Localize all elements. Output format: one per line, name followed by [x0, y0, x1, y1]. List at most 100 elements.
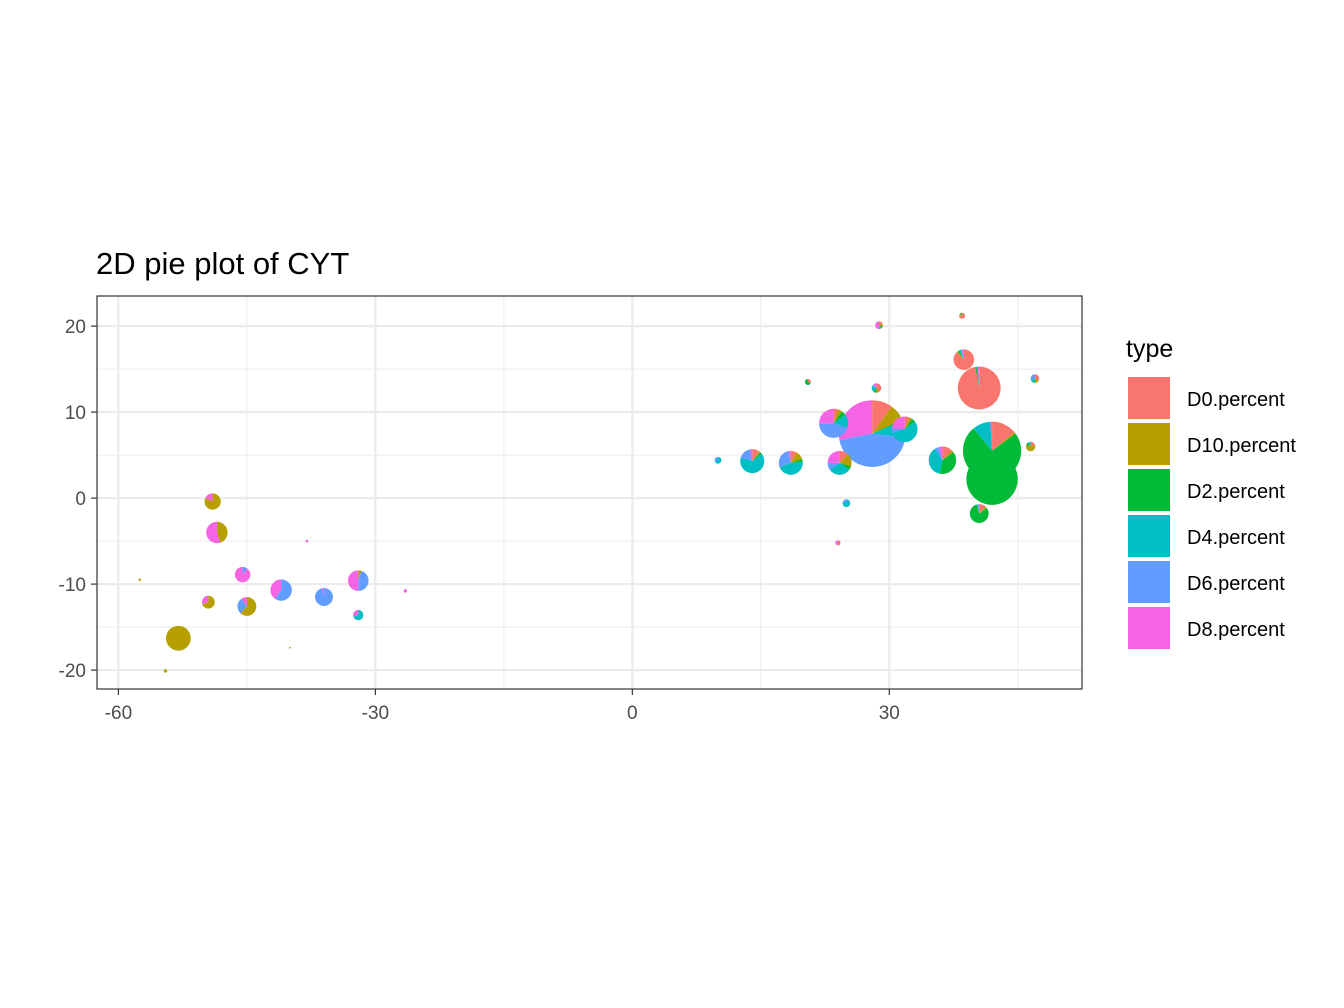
- pie-6: [928, 446, 957, 474]
- pie-slice: [839, 450, 848, 463]
- pie-slice: [807, 378, 811, 383]
- pie-slice: [322, 587, 324, 597]
- legend-swatch: [1128, 423, 1170, 465]
- pie-5: [891, 416, 918, 443]
- pie-slice: [305, 539, 309, 543]
- pie-slice: [872, 406, 903, 434]
- pie-slice: [966, 453, 1018, 505]
- pie-slice: [358, 570, 369, 591]
- legend-title: type: [1126, 335, 1173, 363]
- pie-slice: [714, 456, 722, 464]
- pie-slice: [873, 388, 877, 393]
- pie-slice: [779, 462, 803, 475]
- pie-slice: [752, 451, 761, 462]
- pie-slice: [833, 411, 846, 424]
- pie-slice: [1034, 374, 1040, 380]
- pie-slice: [837, 540, 841, 546]
- pie-slice: [788, 450, 791, 463]
- pie-slice: [979, 506, 987, 514]
- pie-30: [353, 609, 364, 621]
- pie-17: [804, 378, 811, 385]
- pie-slice: [790, 459, 803, 463]
- pie-slice: [979, 504, 986, 514]
- pie-slice: [288, 646, 291, 649]
- pie-slice: [241, 597, 247, 607]
- pie-slice: [138, 578, 142, 582]
- pie-7: [740, 449, 765, 474]
- pie-markers: [138, 312, 1040, 673]
- pie-34: [403, 589, 408, 593]
- pie-29: [201, 595, 215, 609]
- pie-slice: [976, 504, 980, 514]
- pie-slice: [977, 366, 980, 389]
- pie-slice: [1030, 441, 1036, 447]
- x-tick-label: -30: [362, 703, 389, 724]
- pie-slice: [876, 383, 882, 392]
- pie-slice: [833, 408, 839, 424]
- pie-slice: [871, 386, 877, 392]
- x-tick-label: -60: [105, 703, 132, 724]
- pie-19: [842, 499, 851, 508]
- y-tick-label: 10: [65, 403, 86, 424]
- y-tick-label: 0: [75, 489, 86, 510]
- pie-12: [1025, 441, 1036, 452]
- pie-18: [714, 456, 722, 464]
- pie-slice: [829, 462, 850, 475]
- pie-slice: [872, 400, 892, 434]
- pie-slice: [1030, 374, 1035, 380]
- pie-slice: [928, 448, 943, 474]
- plot-panel-border: [96, 295, 1083, 690]
- pie-22: [206, 521, 228, 544]
- pie-4: [819, 408, 849, 438]
- pie-slice: [959, 313, 963, 316]
- pie-slice: [960, 312, 963, 316]
- pie-slice: [879, 325, 883, 329]
- pie-slice: [740, 449, 753, 462]
- chart-title: 2D pie plot of CYT: [96, 246, 349, 281]
- pie-slice: [973, 421, 993, 451]
- pie-slice: [891, 416, 905, 430]
- pie-slice: [1026, 442, 1031, 447]
- legend-label: D6.percent: [1187, 573, 1285, 595]
- pie-slice: [838, 400, 873, 440]
- pie-16: [959, 312, 966, 319]
- pie-slice: [790, 450, 797, 463]
- pie-slice: [879, 324, 883, 327]
- pie-slice: [819, 423, 848, 438]
- pie-slice: [939, 452, 957, 474]
- pie-slice: [206, 521, 221, 544]
- legend-swatch: [1128, 515, 1170, 557]
- pie-slice: [904, 416, 910, 430]
- pie-slice: [871, 384, 877, 389]
- pie-slice: [1027, 441, 1031, 447]
- pie-11: [969, 504, 989, 523]
- y-axis: -20 -10 0 10 20: [59, 317, 97, 682]
- legend-label: D0.percent: [1187, 389, 1285, 411]
- legend-label: D4.percent: [1187, 527, 1285, 549]
- pie-slice: [165, 625, 191, 651]
- pie-slice: [969, 504, 989, 523]
- pie-slice: [205, 493, 213, 502]
- pie-slice: [961, 349, 964, 360]
- pie-slice: [992, 421, 1015, 451]
- pie-slice: [353, 609, 359, 617]
- pie-slice: [976, 366, 980, 389]
- pie-23: [204, 493, 221, 510]
- pie-slice: [819, 408, 834, 424]
- pie-slice: [163, 669, 168, 673]
- pie-slice: [827, 450, 840, 463]
- pie-slice: [204, 493, 221, 510]
- pie-25: [270, 579, 292, 601]
- pie-slice: [234, 566, 251, 583]
- pie-10: [953, 349, 975, 370]
- y-tick-label: -10: [59, 575, 86, 596]
- pie-slice: [873, 383, 877, 389]
- pie-slice: [1034, 378, 1039, 383]
- x-axis: -60 -30 0 30: [105, 689, 900, 724]
- pie-slice: [1025, 445, 1036, 452]
- y-tick-label: 20: [65, 317, 86, 338]
- pie-2: [966, 453, 1018, 505]
- pie-3: [957, 366, 1001, 410]
- pie-slice: [960, 349, 964, 360]
- pie-slice: [879, 325, 882, 330]
